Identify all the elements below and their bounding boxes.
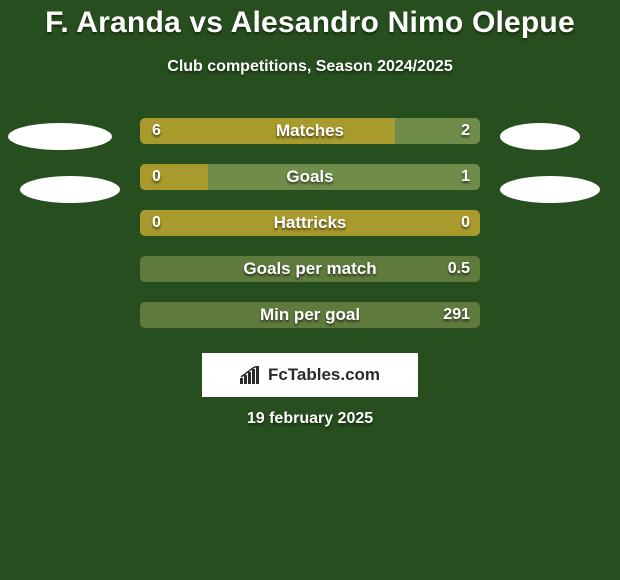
player-placeholder-ellipse	[20, 176, 120, 203]
stat-label: Hattricks	[140, 210, 480, 236]
stat-label: Goals per match	[140, 256, 480, 282]
stat-label: Matches	[140, 118, 480, 144]
date-label: 19 february 2025	[0, 410, 620, 428]
page-title: F. Aranda vs Alesandro Nimo Olepue	[0, 0, 620, 40]
player-placeholder-ellipse	[8, 123, 112, 150]
stats-container: 62Matches01Goals00Hattricks0.5Goals per …	[0, 118, 620, 328]
stat-row: 0.5Goals per match	[0, 256, 620, 282]
stat-row: 00Hattricks	[0, 210, 620, 236]
fctables-logo: FcTables.com	[202, 353, 418, 397]
player-placeholder-ellipse	[500, 123, 580, 150]
subtitle: Club competitions, Season 2024/2025	[0, 58, 620, 76]
bar-chart-icon	[240, 366, 262, 384]
stat-label: Goals	[140, 164, 480, 190]
stat-row: 291Min per goal	[0, 302, 620, 328]
stat-label: Min per goal	[140, 302, 480, 328]
player-placeholder-ellipse	[500, 176, 600, 203]
logo-text: FcTables.com	[268, 365, 380, 385]
